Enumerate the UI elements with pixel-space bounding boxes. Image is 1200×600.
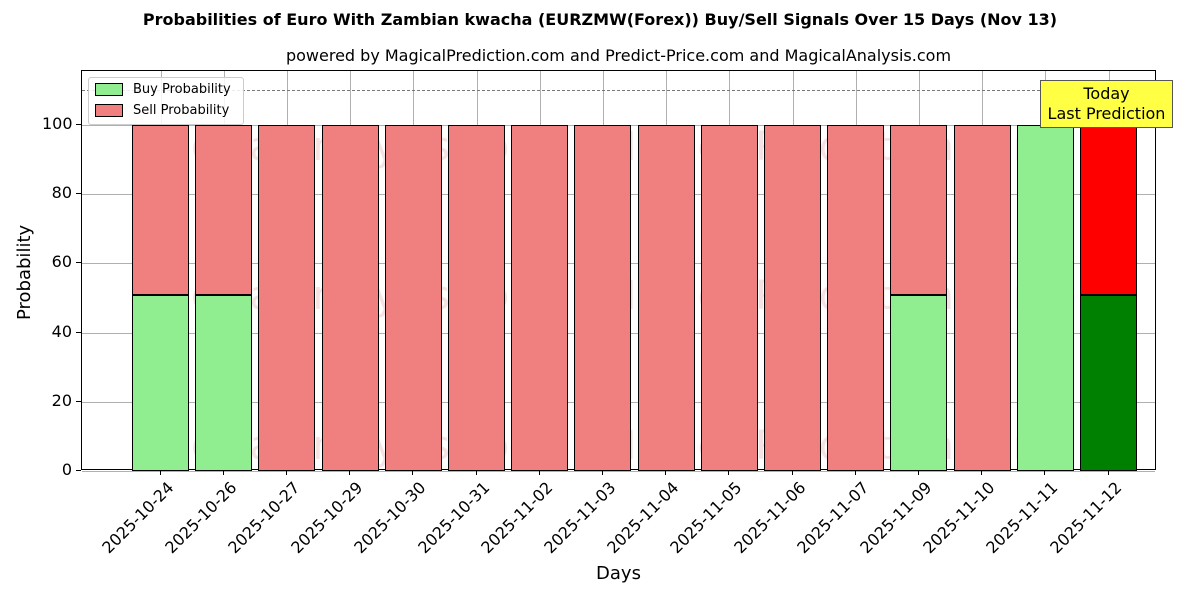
bar-buy bbox=[1080, 294, 1137, 471]
x-tick-mark bbox=[728, 470, 730, 475]
x-tick-mark bbox=[412, 470, 414, 475]
legend-item-sell: Sell Probability bbox=[95, 103, 229, 118]
bar-sell bbox=[195, 125, 253, 295]
x-tick-mark bbox=[285, 470, 287, 475]
bar-sell bbox=[258, 125, 316, 471]
chart-subtitle: powered by MagicalPrediction.com and Pre… bbox=[285, 46, 952, 65]
reference-line bbox=[82, 90, 1155, 92]
y-tick-label: 80 bbox=[51, 183, 72, 203]
x-tick-mark bbox=[538, 470, 540, 475]
x-tick-mark bbox=[1107, 470, 1109, 475]
legend: Buy Probability Sell Probability bbox=[88, 77, 244, 125]
x-tick-mark bbox=[854, 470, 856, 475]
legend-label-sell: Sell Probability bbox=[133, 103, 230, 118]
y-tick-mark bbox=[76, 400, 81, 402]
y-tick-label: 60 bbox=[51, 252, 72, 272]
legend-item-buy: Buy Probability bbox=[95, 82, 231, 97]
bar-buy bbox=[1016, 125, 1074, 471]
bar-buy bbox=[890, 294, 948, 471]
bar-sell bbox=[764, 125, 821, 471]
bar-sell bbox=[384, 125, 442, 471]
bar-sell bbox=[321, 125, 379, 471]
gridline-horizontal bbox=[82, 471, 1155, 472]
x-axis-label: Days bbox=[596, 563, 641, 584]
bar-sell bbox=[1080, 125, 1137, 295]
y-tick-label: 20 bbox=[51, 390, 72, 410]
buy-swatch-icon bbox=[95, 83, 123, 96]
bar-sell bbox=[132, 125, 189, 295]
x-tick-mark bbox=[475, 470, 477, 475]
x-tick-mark bbox=[917, 470, 919, 475]
x-tick-mark bbox=[665, 470, 667, 475]
bar-sell bbox=[890, 125, 948, 295]
y-tick-mark bbox=[76, 262, 81, 264]
bar-sell bbox=[448, 125, 505, 471]
y-tick-label: 40 bbox=[51, 321, 72, 341]
y-tick-label: 100 bbox=[42, 114, 73, 133]
x-tick-mark bbox=[601, 470, 603, 475]
today-annotation: Today Last Prediction bbox=[1040, 80, 1173, 128]
x-tick-mark bbox=[791, 470, 793, 475]
y-tick-mark bbox=[76, 193, 81, 195]
sell-swatch-icon bbox=[95, 104, 123, 117]
bar-buy bbox=[195, 294, 253, 471]
x-tick-mark bbox=[349, 470, 351, 475]
bar-sell bbox=[511, 125, 569, 471]
y-tick-label: 0 bbox=[61, 460, 72, 479]
y-tick-mark bbox=[76, 470, 81, 471]
y-tick-mark bbox=[76, 124, 81, 125]
chart-title: Probabilities of Euro With Zambian kwach… bbox=[142, 10, 1058, 29]
bar-buy bbox=[132, 294, 189, 471]
plot-area: MagicalAnalysis.comMagicalPrediction.com… bbox=[81, 70, 1156, 472]
x-tick-mark bbox=[222, 470, 224, 475]
bar-sell bbox=[827, 125, 885, 471]
y-tick-mark bbox=[76, 331, 81, 333]
x-tick-mark bbox=[1044, 470, 1046, 475]
y-axis-label: Probability bbox=[14, 224, 35, 320]
legend-label-buy: Buy Probability bbox=[133, 82, 231, 97]
annotation-line1: Today bbox=[1083, 84, 1130, 103]
bar-sell bbox=[953, 125, 1011, 471]
annotation-line2: Last Prediction bbox=[1047, 104, 1166, 123]
x-tick-mark bbox=[981, 470, 983, 475]
bar-sell bbox=[637, 125, 695, 471]
bar-sell bbox=[700, 125, 758, 471]
x-tick-mark bbox=[159, 470, 161, 475]
bar-sell bbox=[574, 125, 632, 471]
